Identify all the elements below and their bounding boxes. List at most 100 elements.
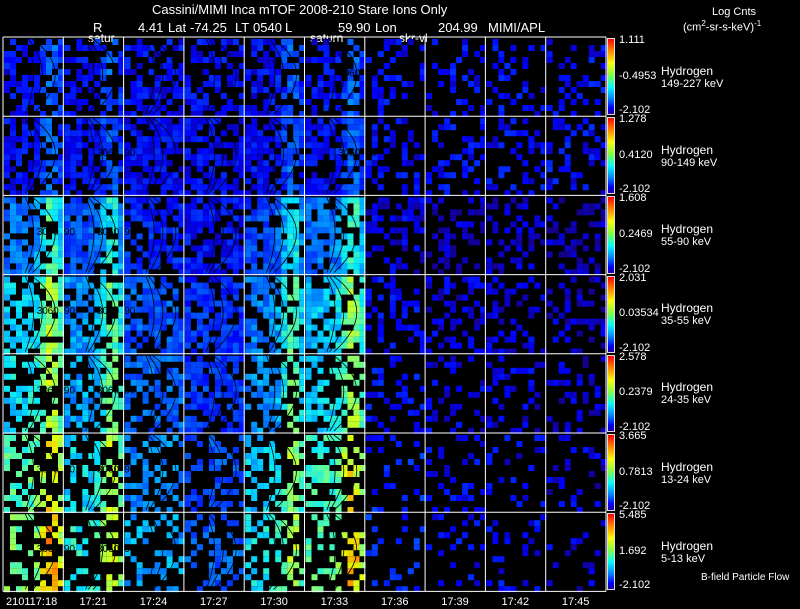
heat-cell <box>323 465 330 471</box>
heat-cell <box>16 257 22 264</box>
heat-cell <box>359 409 366 416</box>
heat-cell <box>401 172 408 179</box>
heat-cell <box>570 501 577 507</box>
heat-cell <box>444 336 451 343</box>
heat-cell <box>311 324 318 331</box>
heat-cell <box>438 160 445 167</box>
heat-cell <box>238 318 245 325</box>
heat-cell <box>172 330 179 337</box>
heat-cell <box>160 471 167 477</box>
heat-cell <box>106 427 113 434</box>
heat-cell <box>413 409 420 416</box>
heat-cell <box>76 355 83 362</box>
heat-cell <box>64 57 71 63</box>
heat-cell <box>275 209 282 216</box>
colorbar-mid: -0.4953 <box>619 69 657 82</box>
heat-cell <box>220 586 227 593</box>
heat-cell <box>498 373 505 380</box>
heat-cell <box>450 495 457 501</box>
heat-cell <box>40 324 46 331</box>
heat-cell <box>154 227 161 234</box>
heat-cell <box>22 294 28 301</box>
heat-cell <box>226 239 233 246</box>
heat-cell <box>196 160 203 167</box>
heat-cell <box>154 99 161 105</box>
heat-cell <box>70 111 77 117</box>
heat-cell <box>311 172 318 179</box>
heat-cell <box>269 415 276 422</box>
heat-cell <box>275 477 282 483</box>
heat-cell <box>34 574 40 581</box>
heat-cell <box>40 111 46 117</box>
heat-cell <box>22 574 28 581</box>
heat-cell <box>112 57 119 63</box>
heat-cell <box>136 379 143 386</box>
heat-cell <box>534 306 541 313</box>
heat-cell <box>106 69 113 75</box>
heat-cell <box>257 336 264 343</box>
heat-cell <box>34 257 40 264</box>
heat-cell <box>245 75 252 81</box>
heat-cell <box>52 81 58 87</box>
heat-cell <box>58 197 64 204</box>
heat-cell <box>130 239 137 246</box>
contour-line <box>24 38 34 115</box>
heat-cell <box>124 312 131 319</box>
heat-cell <box>582 263 589 270</box>
heat-cell <box>534 435 541 441</box>
heat-cell <box>226 562 233 569</box>
heat-cell <box>594 263 601 270</box>
heat-cell <box>118 160 125 167</box>
heat-cell <box>245 373 252 380</box>
heat-cell <box>413 373 420 380</box>
heat-cell <box>450 306 457 313</box>
heat-cell <box>281 391 288 398</box>
heat-cell <box>52 190 58 197</box>
heat-cell <box>401 306 408 313</box>
heat-cell <box>112 215 119 222</box>
heat-cell <box>371 550 378 557</box>
heat-cell <box>462 227 469 234</box>
contour-line <box>92 355 116 432</box>
heat-cell <box>365 391 372 398</box>
heat-cell <box>64 142 71 149</box>
heat-cell <box>359 306 366 313</box>
heat-cell <box>251 51 258 57</box>
heat-cell <box>335 294 342 301</box>
heat-cell <box>190 562 197 569</box>
heat-cell <box>196 118 203 125</box>
contour-line <box>32 434 56 511</box>
heat-cell <box>263 166 270 173</box>
contour-line <box>92 38 116 115</box>
heat-cell <box>100 385 107 392</box>
contour-line <box>152 276 177 353</box>
heat-cell <box>426 415 433 422</box>
heat-cell <box>353 580 360 587</box>
heat-cell <box>166 178 173 185</box>
heat-cell <box>172 324 179 331</box>
heat-cell <box>190 99 197 105</box>
heat-cell <box>528 105 535 111</box>
heat-cell <box>184 190 191 197</box>
heat-cell <box>468 453 475 459</box>
heat-cell <box>112 397 119 404</box>
heat-cell <box>52 269 58 276</box>
heat-cell <box>226 282 233 289</box>
heat-cell <box>269 166 276 173</box>
heat-cell <box>196 294 203 301</box>
heat-cell <box>353 397 360 404</box>
heat-cell <box>359 227 366 234</box>
heat-cell <box>190 421 197 428</box>
heat-cell <box>263 574 270 581</box>
heat-cell <box>305 294 312 301</box>
heat-cell <box>172 367 179 374</box>
heat-cell <box>172 421 179 428</box>
heat-cell <box>377 538 384 545</box>
heat-cell <box>245 178 252 185</box>
heat-cell <box>142 465 149 471</box>
heat-cell <box>106 361 113 368</box>
heat-cell <box>226 453 233 459</box>
heat-cell <box>522 367 529 374</box>
heat-cell <box>245 269 252 276</box>
heat-cell <box>299 239 306 246</box>
